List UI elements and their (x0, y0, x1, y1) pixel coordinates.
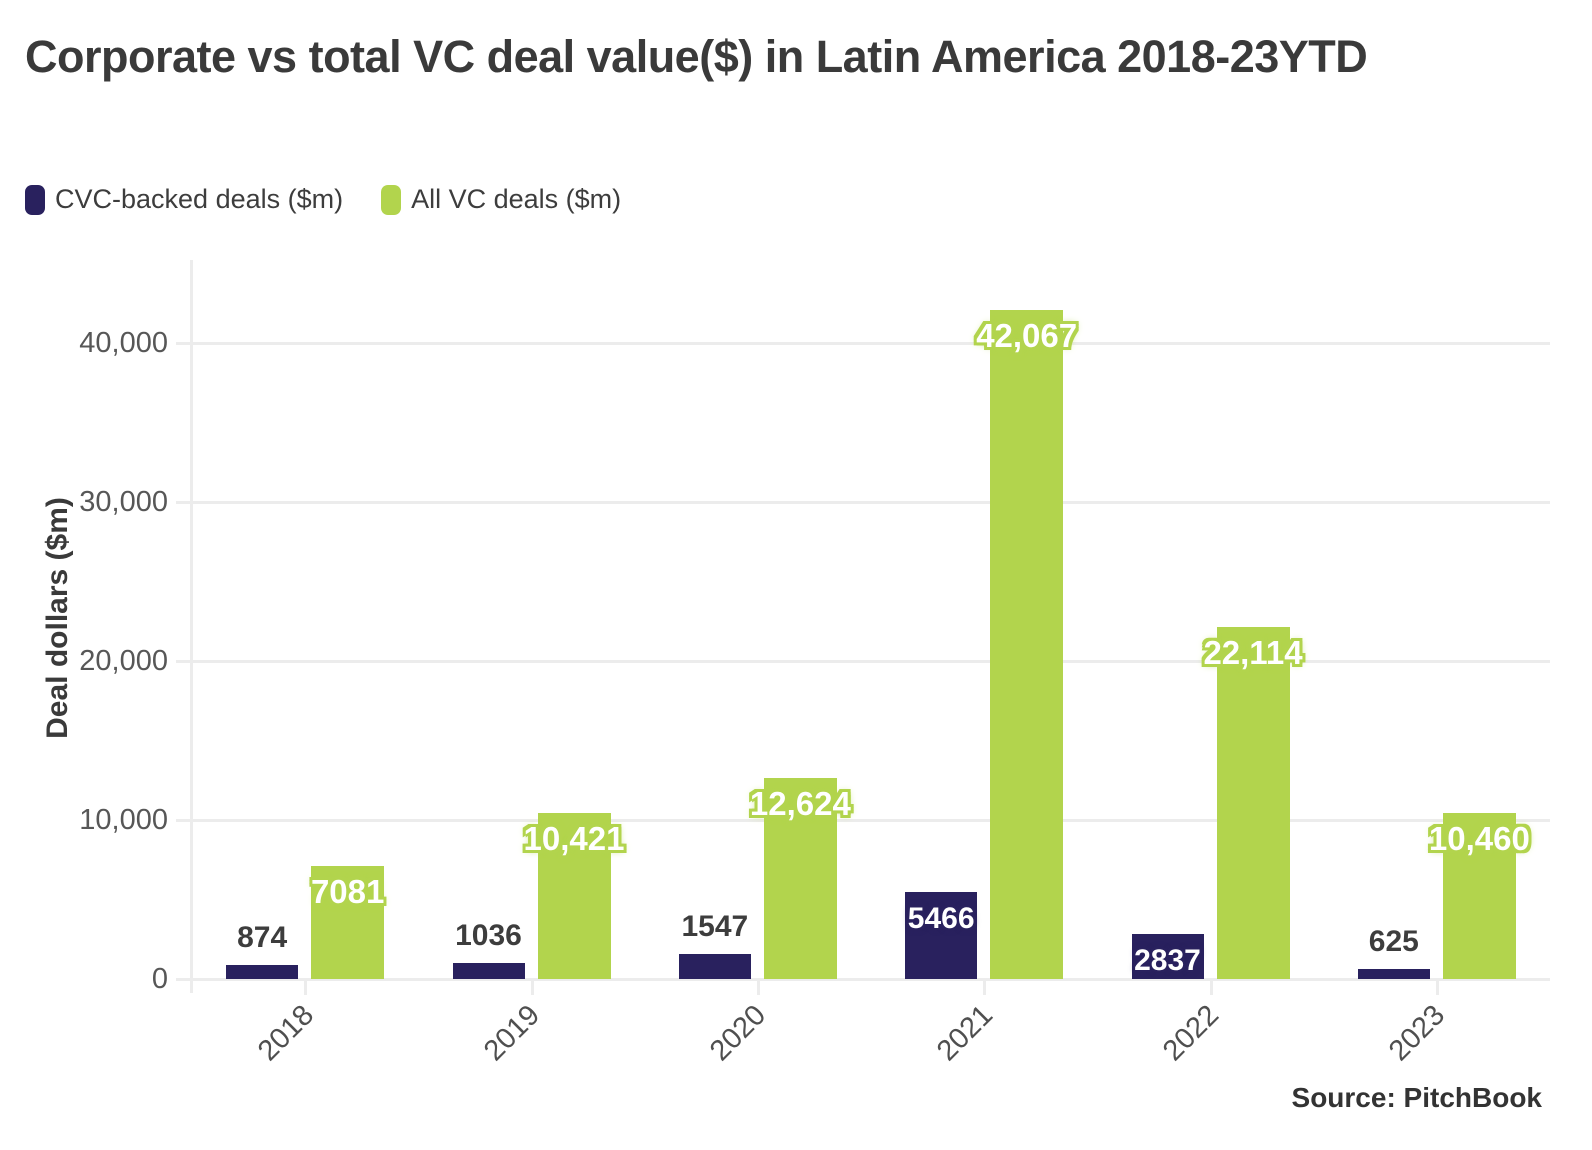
x-tick-2018 (304, 981, 308, 995)
y-axis-line (190, 260, 193, 993)
bar-allvc-2019 (537, 813, 611, 979)
legend-swatch-cvc (25, 184, 45, 215)
bar-value-cvc-2020: 1547 (681, 910, 749, 944)
x-label-2023: 2023 (1383, 999, 1452, 1068)
gridline-40,000 (192, 341, 1550, 345)
x-tick-2021 (983, 981, 987, 995)
bar-cvc-2021 (905, 892, 978, 979)
x-label-2020: 2020 (704, 999, 773, 1068)
x-label-2021: 2021 (930, 999, 999, 1068)
y-tick-label-10,000: 10,000 (79, 803, 168, 836)
legend: CVC-backed deals ($m) All VC deals ($m) (25, 184, 621, 215)
y-axis-title: Deal dollars ($m) (41, 497, 74, 739)
bar-value-allvc-2018: 7081 (310, 873, 385, 911)
bar-allvc-2020 (763, 778, 837, 979)
y-tick-label-0: 0 (151, 963, 168, 995)
bar-cvc-2020 (678, 954, 751, 979)
y-tick-10,000 (176, 818, 192, 822)
y-tick-30,000 (176, 500, 192, 504)
gridline-10,000 (192, 818, 1550, 822)
bar-cvc-2018 (226, 965, 299, 979)
bar-value-cvc-2021: 5466 (907, 902, 975, 936)
x-tick-2019 (530, 981, 534, 995)
x-tick-2020 (756, 981, 760, 995)
gridline-0 (192, 978, 1550, 981)
x-label-2018: 2018 (251, 999, 320, 1068)
y-tick-40,000 (176, 341, 192, 345)
gridline-30,000 (192, 500, 1550, 504)
x-tick-2023 (1435, 981, 1439, 995)
bar-allvc-2021 (990, 309, 1064, 979)
chart-title: Corporate vs total VC deal value($) in L… (25, 31, 1368, 82)
bar-value-cvc-2023: 625 (1368, 925, 1419, 959)
y-tick-label-30,000: 30,000 (79, 485, 168, 518)
bar-cvc-2019 (452, 962, 525, 979)
bar-value-cvc-2022: 2837 (1134, 943, 1201, 977)
bar-value-allvc-2020: 12,624 (749, 785, 851, 823)
bar-allvc-2023 (1442, 812, 1516, 979)
x-label-2019: 2019 (477, 999, 547, 1068)
bar-value-cvc-2018: 874 (237, 921, 288, 955)
y-tick-label-20,000: 20,000 (79, 644, 168, 677)
bar-cvc-2022 (1131, 933, 1204, 979)
legend-swatch-allvc (381, 184, 402, 215)
bar-cvc-2023 (1357, 969, 1430, 979)
legend-label-allvc: All VC deals ($m) (411, 184, 622, 214)
gridline-20,000 (192, 659, 1550, 663)
bar-value-cvc-2019: 1036 (455, 918, 522, 952)
bar-value-allvc-2023: 10,460 (1428, 819, 1530, 857)
y-tick-20,000 (176, 659, 192, 663)
y-tick-0 (176, 978, 192, 981)
y-tick-label-40,000: 40,000 (79, 326, 168, 359)
x-tick-2022 (1209, 981, 1213, 995)
source-credit: Source: PitchBook (1291, 1082, 1542, 1113)
bar-value-allvc-2021: 42,067 (976, 316, 1078, 354)
bar-value-allvc-2022: 22,114 (1203, 634, 1303, 672)
bar-allvc-2022 (1216, 627, 1290, 979)
legend-item-allvc: All VC deals ($m) (381, 184, 621, 215)
x-label-2022: 2022 (1156, 999, 1226, 1068)
bar-value-allvc-2019: 10,421 (523, 820, 625, 858)
bar-allvc-2018 (311, 866, 385, 979)
legend-item-cvc: CVC-backed deals ($m) (25, 184, 343, 215)
legend-label-cvc: CVC-backed deals ($m) (55, 184, 344, 214)
